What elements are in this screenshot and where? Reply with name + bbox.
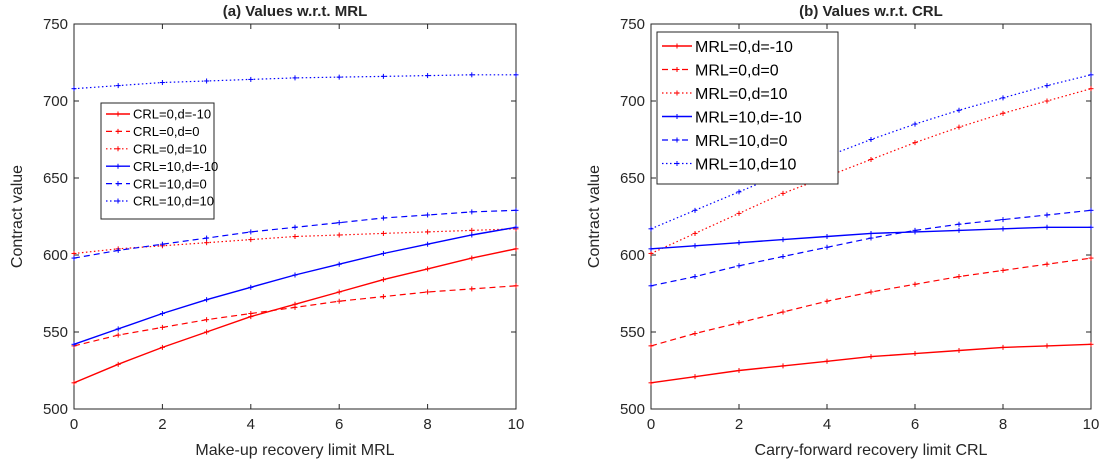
x-tick-label: 2 [735, 416, 743, 433]
series-4 [71, 224, 519, 347]
series-1 [648, 341, 1094, 386]
y-tick-label: 750 [43, 16, 68, 33]
y-axis-label: Contract value [586, 165, 603, 268]
legend-entry: CRL=0,d=-10 [133, 107, 211, 122]
x-tick-label: 0 [647, 416, 655, 433]
series-line [650, 257, 1092, 347]
series-2 [71, 283, 519, 349]
series-1 [71, 246, 519, 386]
x-tick-label: 8 [999, 416, 1007, 433]
y-tick-label: 550 [620, 324, 645, 341]
legend-entry: MRL=10,d=-10 [695, 109, 802, 126]
x-tick-label: 2 [158, 416, 166, 433]
x-axis-label: Make-up recovery limit MRL [195, 442, 394, 459]
y-tick-label: 500 [43, 401, 68, 418]
legend-entry: CRL=0,d=0 [133, 124, 200, 139]
legend-entry: MRL=10,d=0 [695, 133, 788, 150]
series-5 [648, 207, 1094, 289]
series-4 [648, 224, 1094, 252]
y-tick-label: 750 [620, 16, 645, 33]
legend-entry: CRL=10,d=10 [133, 194, 214, 209]
y-tick-label: 650 [620, 170, 645, 187]
series-3 [648, 86, 1094, 256]
x-tick-label: 0 [70, 416, 78, 433]
series-2 [648, 255, 1094, 349]
x-tick-label: 10 [1083, 416, 1100, 433]
y-tick-label: 550 [43, 324, 68, 341]
chart-panel-b: 0 2 4 6 8 10 500 550 600 650 700 750 (b) Values w.r.… [586, 3, 1099, 459]
y-axis-label: Contract value [9, 165, 26, 268]
series-6 [71, 72, 519, 92]
x-tick-label: 6 [911, 416, 919, 433]
legend-box [100, 102, 215, 220]
y-tick-label: 650 [43, 170, 68, 187]
x-tick-label: 6 [335, 416, 343, 433]
x-tick-label: 4 [823, 416, 831, 433]
legend-entry: MRL=0,d=10 [695, 86, 788, 103]
x-tick-label: 4 [247, 416, 255, 433]
legend-entry: CRL=0,d=10 [133, 141, 207, 156]
legend-entry: MRL=0,d=0 [695, 62, 779, 79]
legend-box [656, 31, 839, 185]
y-tick-label: 700 [43, 93, 68, 110]
y-tick-label: 600 [620, 247, 645, 264]
y-tick-label: 500 [620, 401, 645, 418]
x-tick-label: 10 [508, 416, 525, 433]
legend-entry: MRL=10,d=10 [695, 156, 797, 173]
x-tick-label: 8 [423, 416, 431, 433]
series-line [73, 228, 517, 255]
legend-entry: CRL=10,d=-10 [133, 159, 218, 174]
y-tick-label: 600 [43, 247, 68, 264]
series-3 [71, 226, 519, 256]
chart-title: (b) Values w.r.t. CRL [799, 3, 943, 20]
x-axis-label: Carry-forward recovery limit CRL [755, 442, 988, 459]
series-line [650, 88, 1092, 255]
chart-title: (a) Values w.r.t. MRL [223, 3, 367, 20]
legend: CRL=0,d=-10 CRL=0,d=0 CRL=0,d=10 CRL=10,d=-… [100, 102, 218, 220]
chart-panel-a: 0 2 4 6 8 10 500 550 600 650 700 750 (a) Values w.r.… [9, 3, 524, 459]
legend-entry: MRL=0,d=-10 [695, 39, 793, 56]
legend-entry: CRL=10,d=0 [133, 176, 207, 191]
legend: MRL=0,d=-10 MRL=0,d=0 MRL=0,d=10 MRL=10,d=-… [656, 31, 839, 185]
y-tick-label: 700 [620, 93, 645, 110]
series-5 [71, 207, 519, 261]
